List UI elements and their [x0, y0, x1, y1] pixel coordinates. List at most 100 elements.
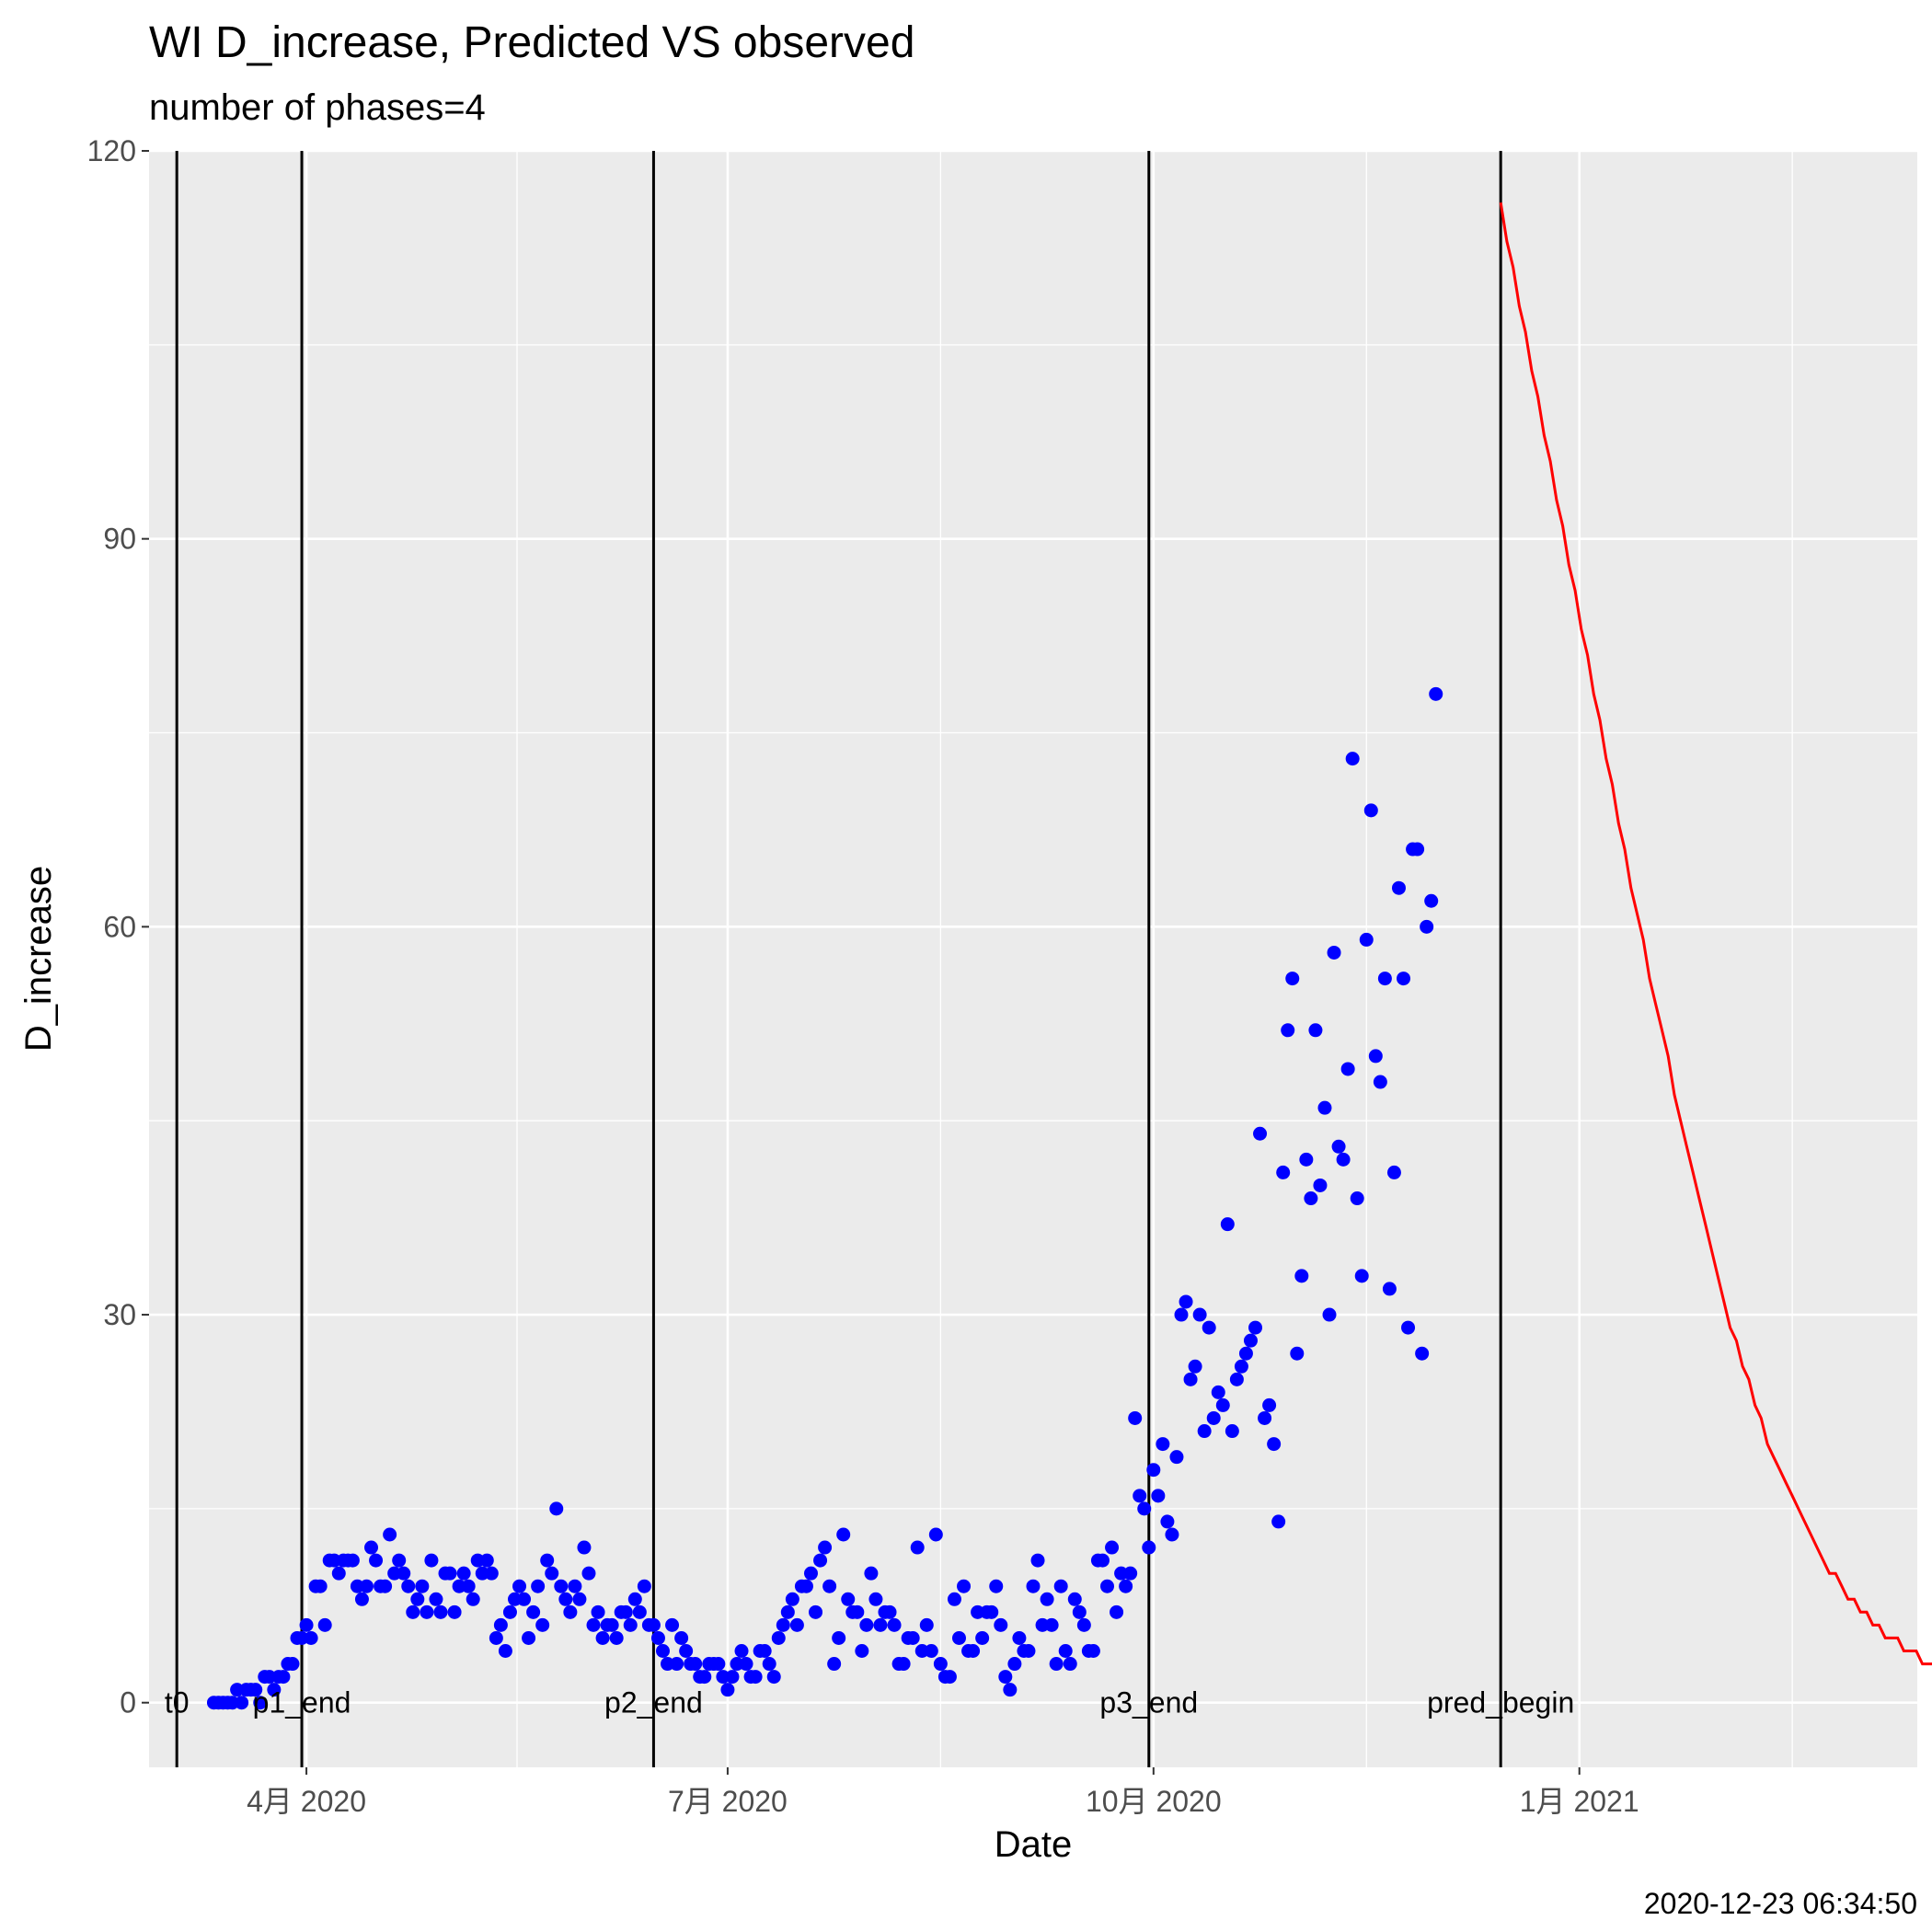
data-point	[1188, 1359, 1202, 1374]
data-point	[1040, 1592, 1054, 1606]
data-point	[456, 1566, 471, 1581]
data-point	[739, 1657, 753, 1672]
data-point	[433, 1604, 448, 1619]
phase-label-p3_end: p3_end	[1099, 1686, 1198, 1719]
data-point	[447, 1604, 462, 1619]
chart-subtitle: number of phases=4	[149, 87, 486, 128]
data-point	[984, 1604, 999, 1619]
data-point	[489, 1630, 503, 1645]
data-point	[776, 1617, 790, 1632]
data-point	[609, 1630, 624, 1645]
data-point	[1183, 1372, 1198, 1386]
data-point	[632, 1604, 647, 1619]
data-point	[1243, 1333, 1258, 1348]
data-point	[989, 1579, 1004, 1593]
phase-labels: t0 p1_end p2_end p3_end pred_begin	[165, 1686, 1574, 1719]
data-point	[1119, 1579, 1133, 1593]
data-point	[502, 1604, 517, 1619]
data-point	[1076, 1617, 1091, 1632]
data-point	[540, 1553, 555, 1568]
data-point	[1363, 803, 1378, 818]
data-point	[646, 1617, 661, 1632]
data-point	[1128, 1410, 1143, 1425]
data-point	[1137, 1501, 1152, 1516]
data-point	[655, 1643, 670, 1658]
data-point	[1021, 1643, 1036, 1658]
x-tick-label: 4月 2020	[247, 1785, 366, 1818]
data-point	[512, 1579, 527, 1593]
x-tick-label: 7月 2020	[668, 1785, 788, 1818]
data-point	[720, 1683, 735, 1697]
data-point	[928, 1527, 943, 1542]
phase-label-p2_end: p2_end	[604, 1686, 703, 1719]
data-point	[998, 1670, 1013, 1685]
data-point	[650, 1630, 665, 1645]
data-point	[253, 1696, 268, 1710]
data-point	[623, 1617, 638, 1632]
data-point	[734, 1643, 749, 1658]
data-point	[1053, 1579, 1068, 1593]
data-point	[420, 1604, 434, 1619]
data-point	[1206, 1410, 1221, 1425]
data-point	[809, 1604, 823, 1619]
data-point	[1317, 1100, 1332, 1115]
data-point	[299, 1617, 314, 1632]
data-point	[1007, 1657, 1022, 1672]
data-point	[1336, 1152, 1351, 1167]
data-point	[549, 1501, 564, 1516]
data-point	[748, 1670, 763, 1685]
data-point	[558, 1592, 573, 1606]
data-point	[383, 1527, 397, 1542]
data-point	[1373, 1075, 1387, 1089]
data-point	[822, 1579, 837, 1593]
data-point	[799, 1579, 813, 1593]
data-point	[285, 1657, 300, 1672]
data-point	[1072, 1604, 1087, 1619]
data-point	[604, 1617, 619, 1632]
data-point	[498, 1643, 512, 1658]
data-point	[406, 1604, 420, 1619]
data-point	[637, 1579, 651, 1593]
data-point	[378, 1579, 393, 1593]
data-point	[910, 1540, 925, 1555]
data-point	[674, 1630, 689, 1645]
plot-panel	[149, 151, 1917, 1767]
data-point	[975, 1630, 990, 1645]
data-point	[522, 1630, 536, 1645]
data-point	[688, 1657, 703, 1672]
data-point	[581, 1566, 596, 1581]
y-axis: 0 30 60 90 120	[87, 134, 149, 1719]
data-point	[526, 1604, 541, 1619]
data-point	[1234, 1359, 1248, 1374]
data-point	[545, 1566, 559, 1581]
data-point	[397, 1566, 411, 1581]
data-point	[1391, 880, 1406, 895]
data-point	[1401, 1320, 1416, 1335]
data-point	[1003, 1683, 1018, 1697]
data-point	[1095, 1553, 1110, 1568]
data-point	[803, 1566, 818, 1581]
data-point	[1420, 919, 1434, 934]
data-point	[789, 1617, 804, 1632]
caption-timestamp: 2020-12-23 06:34:50	[1644, 1887, 1917, 1920]
data-point	[535, 1617, 550, 1632]
data-point	[1267, 1437, 1282, 1452]
data-point	[1146, 1463, 1161, 1478]
data-point	[1359, 932, 1374, 947]
data-point	[873, 1617, 888, 1632]
data-point	[1229, 1372, 1244, 1386]
data-point	[1281, 1023, 1295, 1038]
data-point	[855, 1643, 869, 1658]
predicted-line	[1499, 201, 1932, 1666]
data-point	[1238, 1346, 1253, 1361]
data-point	[591, 1604, 605, 1619]
data-point	[1160, 1514, 1175, 1529]
data-point	[841, 1592, 856, 1606]
data-point	[1429, 686, 1443, 701]
data-point	[896, 1657, 911, 1672]
data-point	[1294, 1269, 1309, 1283]
data-point	[267, 1683, 282, 1697]
data-point	[947, 1592, 961, 1606]
data-point	[679, 1643, 694, 1658]
data-point	[1105, 1540, 1120, 1555]
